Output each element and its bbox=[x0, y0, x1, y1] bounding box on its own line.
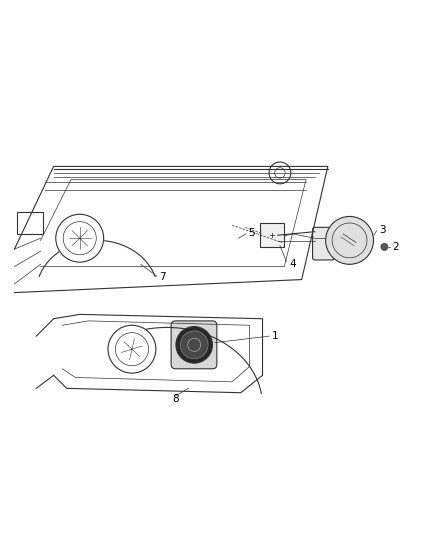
Circle shape bbox=[325, 216, 374, 264]
Circle shape bbox=[108, 325, 156, 373]
FancyBboxPatch shape bbox=[260, 223, 284, 247]
Text: 5: 5 bbox=[248, 228, 255, 238]
Text: 4: 4 bbox=[290, 260, 296, 269]
Circle shape bbox=[180, 331, 208, 359]
Text: 1: 1 bbox=[272, 331, 279, 341]
Text: 8: 8 bbox=[172, 394, 179, 404]
FancyBboxPatch shape bbox=[171, 321, 217, 369]
Text: 3: 3 bbox=[379, 224, 385, 235]
Circle shape bbox=[56, 214, 104, 262]
FancyBboxPatch shape bbox=[17, 212, 43, 234]
Text: 7: 7 bbox=[159, 272, 166, 282]
Circle shape bbox=[381, 244, 388, 251]
Circle shape bbox=[176, 327, 212, 363]
FancyBboxPatch shape bbox=[313, 228, 334, 260]
Text: 2: 2 bbox=[392, 242, 399, 252]
